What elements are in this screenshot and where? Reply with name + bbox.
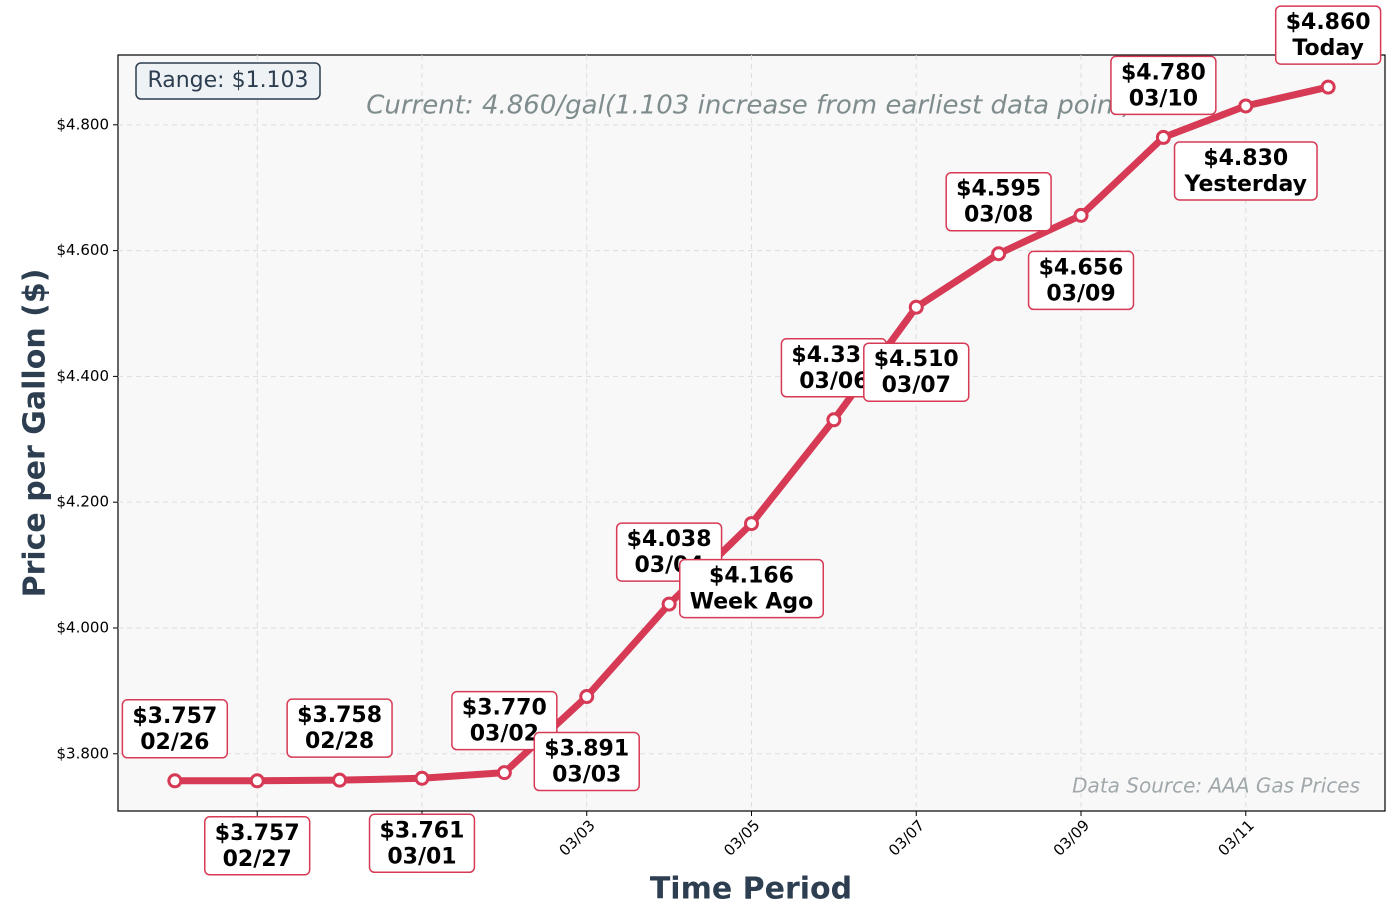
y-tick-label: $4.400 <box>57 367 110 385</box>
y-tick-label: $3.800 <box>57 744 110 762</box>
point-label: 03/06 <box>799 369 868 394</box>
point <box>744 516 759 532</box>
point <box>661 596 677 612</box>
label-box <box>1274 5 1382 65</box>
point-label: 02/27 <box>223 847 292 872</box>
value-label: $4.038 <box>627 527 712 552</box>
current-text: Current: 4.860/gal(1.103 increase from e… <box>366 91 1134 121</box>
source-text: Data Source: AAA Gas Prices <box>1072 774 1360 798</box>
point <box>1073 207 1089 223</box>
point-label: 03/01 <box>387 844 456 869</box>
point-label: 02/26 <box>140 730 209 755</box>
label-box <box>678 558 825 619</box>
point <box>1320 79 1336 95</box>
point-label: 03/02 <box>470 722 539 747</box>
y-tick-label: $4.200 <box>57 493 110 511</box>
value-label: $4.656 <box>1039 255 1124 280</box>
point <box>826 412 842 428</box>
label-box <box>204 816 311 876</box>
point <box>1238 98 1254 114</box>
label-box <box>945 171 1052 232</box>
value-label: $4.166 <box>709 564 794 589</box>
label-box <box>451 690 558 751</box>
value-label: $4.830 <box>1203 146 1288 171</box>
point <box>167 773 183 789</box>
x-tick-label: 03/03 <box>555 816 598 859</box>
label-box <box>533 731 640 792</box>
label-box <box>368 813 476 874</box>
point <box>249 773 265 789</box>
point-label: Week Ago <box>690 590 814 615</box>
label-box <box>863 342 970 402</box>
value-label: $3.770 <box>462 696 547 721</box>
range-text: Range: $1.103 <box>147 68 308 93</box>
point <box>579 689 595 705</box>
x-tick-label: 03/09 <box>1050 816 1093 859</box>
value-label: $3.758 <box>297 703 382 728</box>
y-tick-label: $4.000 <box>57 618 110 636</box>
point-label: Yesterday <box>1184 172 1307 197</box>
value-label: $4.860 <box>1286 10 1371 35</box>
value-label: $3.757 <box>215 821 300 846</box>
value-label: $3.891 <box>544 737 629 762</box>
x-tick-label: 03/07 <box>885 816 928 859</box>
point <box>908 299 924 315</box>
label-box <box>121 699 229 759</box>
point <box>1155 129 1171 145</box>
label-box <box>286 698 393 758</box>
label-box <box>1110 55 1217 116</box>
point-label: 03/07 <box>882 373 951 398</box>
value-label: $4.780 <box>1121 60 1206 85</box>
label-box <box>1027 250 1135 311</box>
value-label: $4.510 <box>874 347 959 372</box>
y-tick-label: $4.800 <box>57 115 110 133</box>
point <box>991 246 1007 262</box>
x-tick-label: 03/05 <box>720 816 763 859</box>
value-label: $3.761 <box>380 818 465 843</box>
x-tick-label: 03/11 <box>1214 816 1257 859</box>
value-label: $3.757 <box>132 704 217 729</box>
point-label: Today <box>1292 36 1363 61</box>
value-label: $4.595 <box>956 177 1041 202</box>
range-box <box>135 62 321 100</box>
point <box>414 770 430 786</box>
y-axis-label: Price per Gallon ($) <box>18 269 53 598</box>
point <box>496 765 512 781</box>
point <box>332 772 348 788</box>
label-box <box>1173 141 1318 201</box>
point-label: 03/09 <box>1046 281 1115 306</box>
point-label: 02/28 <box>305 729 374 754</box>
point-label: 03/08 <box>964 203 1033 228</box>
x-axis-label: Time Period <box>650 872 852 907</box>
point-label: 03/10 <box>1129 86 1198 111</box>
point-label: 03/03 <box>552 763 621 788</box>
value-label: $4.331 <box>791 343 876 368</box>
y-tick-label: $4.600 <box>57 241 110 259</box>
